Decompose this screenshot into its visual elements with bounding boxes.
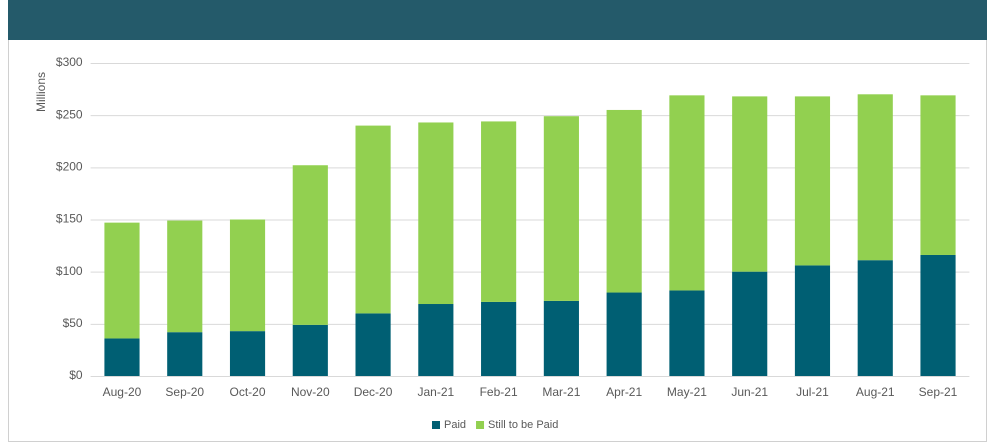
x-tick-label: Sep-20 (165, 385, 204, 399)
bar-segment (543, 300, 579, 376)
y-tick-label: $100 (56, 264, 83, 278)
bar-segment (104, 338, 140, 376)
x-tick-label: Mar-21 (542, 385, 580, 399)
x-tick-label: Jul-21 (796, 385, 829, 399)
bar-segment (229, 219, 266, 332)
bar-segment (355, 125, 391, 314)
x-tick-label: Aug-20 (103, 385, 142, 399)
bar-segment (481, 121, 517, 302)
y-tick-label: $300 (56, 55, 83, 69)
x-tick-label: Nov-20 (291, 385, 330, 399)
x-tick-label: Apr-21 (606, 385, 642, 399)
bar-segment (167, 332, 203, 376)
legend-swatch (432, 421, 440, 429)
legend-swatch (476, 421, 485, 429)
bar-segment (732, 96, 768, 272)
bar-segment (355, 313, 391, 376)
bar-segment (794, 96, 831, 266)
bar-segment (606, 292, 642, 376)
x-tick-label: Oct-20 (230, 385, 266, 399)
bar-segment (418, 304, 454, 376)
x-tick-label: Dec-20 (354, 385, 393, 399)
bar-segment (669, 95, 705, 291)
bar-segment (104, 222, 140, 339)
bar-segment (292, 324, 328, 376)
bar-segment (229, 331, 266, 376)
bar-segment (418, 122, 454, 305)
y-axis-label: Millions (34, 72, 48, 112)
y-tick-label: $50 (63, 316, 83, 330)
legend-label: Still to be Paid (488, 419, 558, 431)
header-bar (8, 0, 987, 40)
bar-segment (732, 271, 768, 376)
x-tick-label: Jun-21 (731, 385, 768, 399)
bar-segment (857, 260, 893, 376)
bar-segment (669, 290, 705, 376)
x-tick-label: Sep-21 (919, 385, 958, 399)
bar-segment (794, 265, 831, 376)
bar-segment (857, 94, 893, 261)
bar-segment (167, 220, 203, 333)
x-tick-label: Jan-21 (417, 385, 454, 399)
y-tick-label: $150 (56, 212, 83, 226)
y-tick-label: $200 (56, 160, 83, 174)
bar-segment (481, 301, 517, 376)
bar-segment (606, 109, 642, 293)
bar-segment (920, 95, 956, 255)
y-tick-label: $0 (69, 368, 83, 382)
bar-segment (543, 116, 579, 301)
y-tick-label: $250 (56, 107, 83, 121)
x-tick-label: Aug-21 (856, 385, 895, 399)
bar-segment (920, 254, 956, 376)
x-tick-label: May-21 (667, 385, 707, 399)
legend-label: Paid (444, 419, 466, 431)
x-tick-label: Feb-21 (480, 385, 518, 399)
bar-segment (292, 165, 328, 325)
